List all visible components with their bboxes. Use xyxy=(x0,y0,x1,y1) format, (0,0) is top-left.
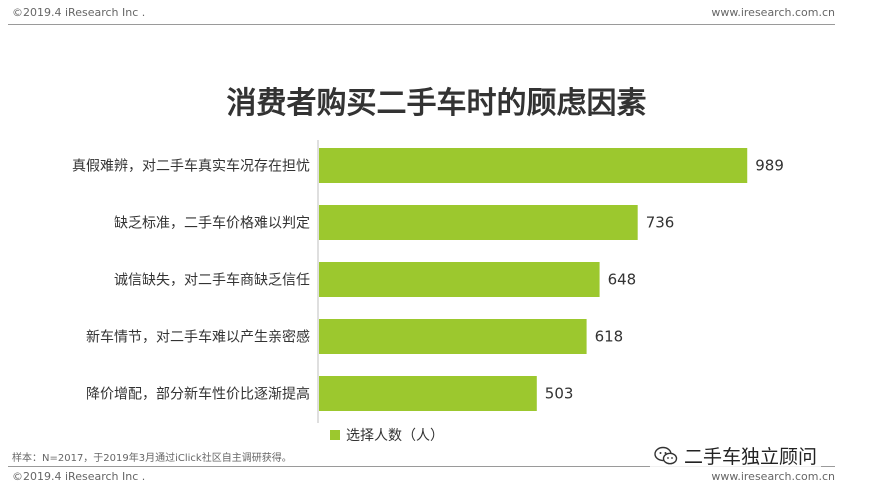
footer-copyright: ©2019.4 iResearch Inc . xyxy=(12,470,146,483)
header-divider xyxy=(8,24,835,25)
value-label: 989 xyxy=(755,157,784,175)
category-label: 新车情节，对二手车难以产生亲密感 xyxy=(86,329,310,346)
watermark-text: 二手车独立顾问 xyxy=(684,446,818,468)
header-website: www.iresearch.com.cn xyxy=(711,6,835,19)
bar xyxy=(319,319,587,354)
bar xyxy=(319,262,600,297)
category-label: 缺乏标准，二手车价格难以判定 xyxy=(114,215,310,232)
wechat-icon xyxy=(654,446,678,464)
footer-website: www.iresearch.com.cn xyxy=(711,470,835,483)
chart-legend: 选择人数（人） xyxy=(330,425,444,445)
value-label: 503 xyxy=(545,385,574,403)
legend-label: 选择人数（人） xyxy=(346,428,444,444)
sample-note: 样本：N=2017，于2019年3月通过iClick社区自主调研获得。 xyxy=(12,453,292,464)
category-label: 诚信缺失，对二手车商缺乏信任 xyxy=(114,272,310,289)
footer-divider xyxy=(8,466,835,467)
bar xyxy=(319,205,638,240)
chart-title: 消费者购买二手车时的顾虑因素 xyxy=(226,86,647,121)
value-label: 618 xyxy=(595,328,624,346)
value-label: 736 xyxy=(646,214,675,232)
bar xyxy=(319,376,537,411)
watermark: 二手车独立顾问 xyxy=(650,440,822,471)
value-label: 648 xyxy=(608,271,637,289)
header-copyright: ©2019.4 iResearch Inc . xyxy=(12,6,146,19)
bar xyxy=(319,148,748,183)
legend-swatch xyxy=(330,430,340,440)
category-label: 真假难辨，对二手车真实车况存在担忧 xyxy=(72,158,310,175)
category-label: 降价增配，部分新车性价比逐渐提高 xyxy=(86,386,310,403)
